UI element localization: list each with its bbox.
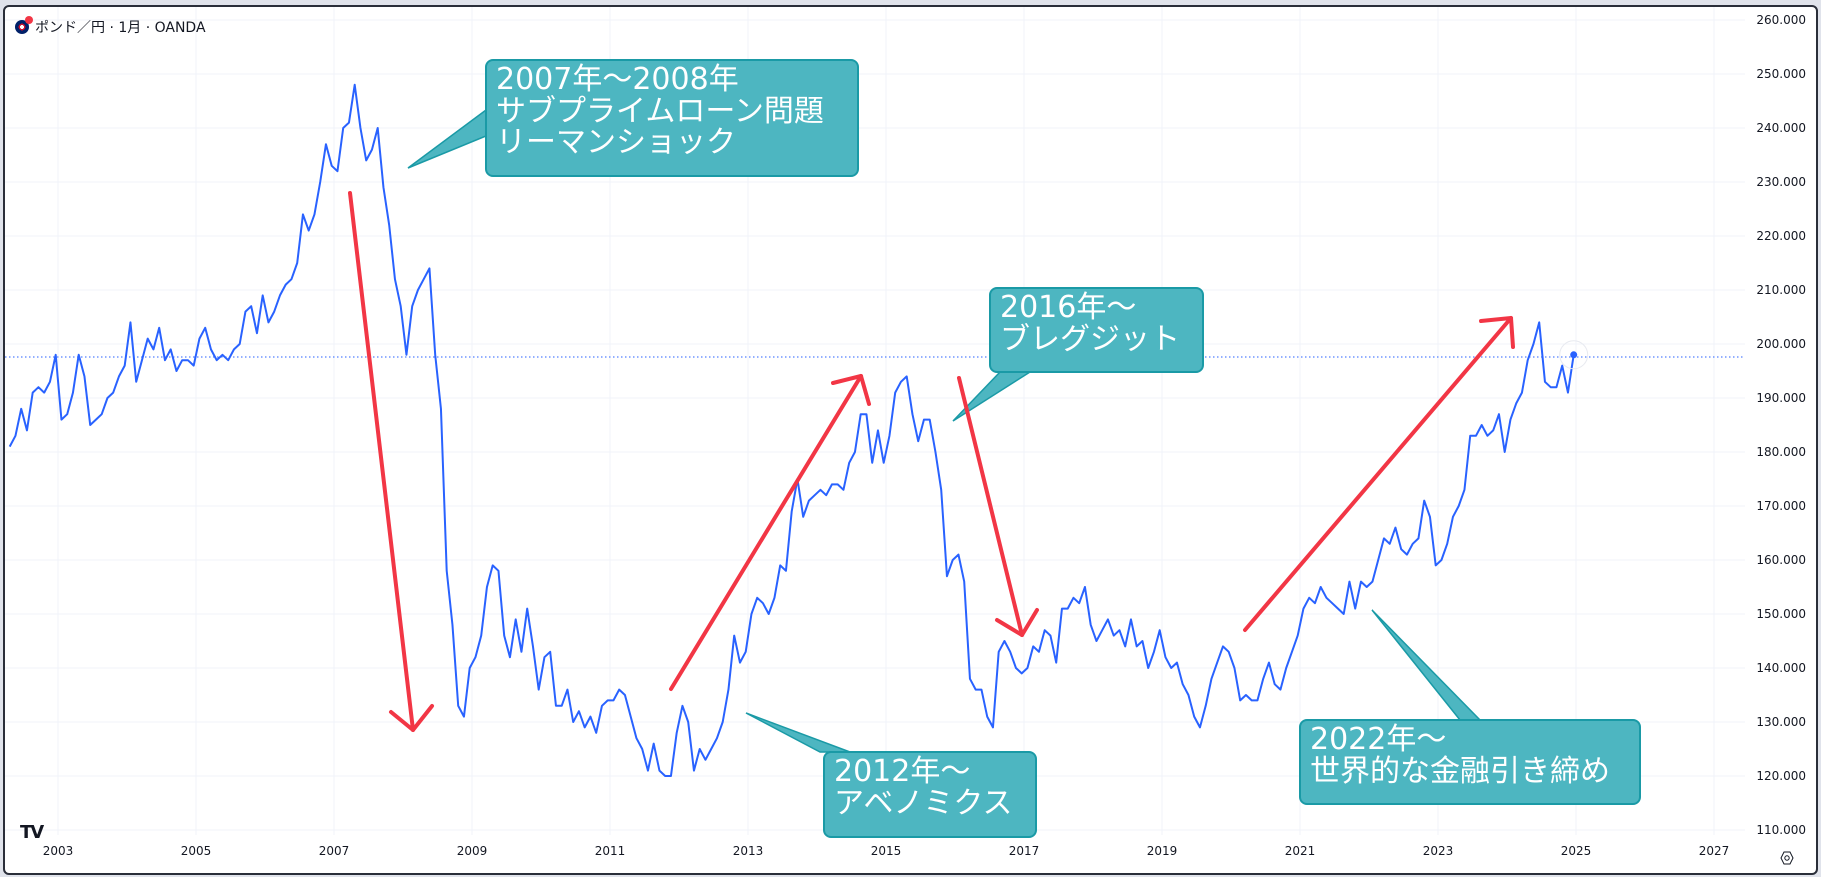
time-tick-label: 2025 <box>1560 844 1592 858</box>
price-tick-label: 210.000 <box>1756 283 1806 297</box>
chart-frame: ポンド／円 · 1月 · OANDA 260.000 250.000 240.000… <box>3 5 1818 875</box>
arrow-head-icon <box>389 704 434 732</box>
price-tick-label: 200.000 <box>1756 337 1806 351</box>
time-tick-label: 2021 <box>1284 844 1316 858</box>
callout-tail <box>1371 609 1482 721</box>
price-tick-label: 240.000 <box>1756 121 1806 135</box>
callout-2[interactable] <box>952 287 1204 422</box>
price-tick-label: 180.000 <box>1756 445 1806 459</box>
price-tick-label: 110.000 <box>1756 823 1806 837</box>
callout-text: 2007年〜2008年 サブプライムローン問題 リーマンショック <box>496 62 824 160</box>
price-tick-label: 160.000 <box>1756 553 1806 567</box>
trend-arrow-4 <box>1243 316 1513 632</box>
time-tick-label: 2011 <box>594 844 626 858</box>
callout-1[interactable] <box>407 59 859 177</box>
callout-3[interactable] <box>745 712 1037 838</box>
tradingview-logo-icon[interactable]: TV <box>20 822 44 843</box>
price-tick-label: 150.000 <box>1756 607 1806 621</box>
callout-box <box>989 287 1204 373</box>
callout-tail <box>745 712 851 753</box>
price-tick-label: 250.000 <box>1756 67 1806 81</box>
price-tick-label: 130.000 <box>1756 715 1806 729</box>
settings-icon[interactable] <box>1780 851 1794 865</box>
callout-4[interactable] <box>1299 609 1641 805</box>
time-tick-label: 2019 <box>1146 844 1178 858</box>
price-tick-label: 190.000 <box>1756 391 1806 405</box>
time-tick-label: 2017 <box>1008 844 1040 858</box>
callout-box <box>485 59 859 177</box>
price-tick-label: 170.000 <box>1756 499 1806 513</box>
callout-tail <box>407 108 487 169</box>
symbol-header[interactable]: ポンド／円 · 1月 · OANDA <box>15 16 206 37</box>
time-tick-label: 2013 <box>732 844 764 858</box>
price-tick-label: 220.000 <box>1756 229 1806 243</box>
time-tick-label: 2005 <box>180 844 212 858</box>
arrow-head-icon <box>1479 316 1515 349</box>
callout-text: 2016年〜 ブレグジット <box>1000 290 1180 357</box>
price-tick-label: 230.000 <box>1756 175 1806 189</box>
time-tick-label: 2015 <box>870 844 902 858</box>
chart-canvas[interactable] <box>5 7 1816 873</box>
price-tick-label: 260.000 <box>1756 13 1806 27</box>
callout-box <box>1299 719 1641 805</box>
arrow-head-icon <box>831 374 871 406</box>
callout-text: 2012年〜 アベノミクス <box>834 754 1013 821</box>
price-line <box>8 83 1575 777</box>
callout-text: 2022年〜 世界的な金融引き締め <box>1310 722 1610 789</box>
time-tick-label: 2009 <box>456 844 488 858</box>
trend-arrow-3 <box>957 376 1024 637</box>
symbol-title: ポンド／円 · 1月 · OANDA <box>35 20 206 36</box>
price-tick-label: 120.000 <box>1756 769 1806 783</box>
gbp-jpy-flag-icon <box>15 16 33 34</box>
time-tick-label: 2023 <box>1422 844 1454 858</box>
arrow-head-icon <box>995 608 1039 637</box>
time-tick-label: 2003 <box>42 844 74 858</box>
trend-arrow-1 <box>348 191 415 732</box>
price-tick-label: 140.000 <box>1756 661 1806 675</box>
last-price-dot <box>1570 351 1578 359</box>
trend-arrow-2 <box>669 374 863 691</box>
time-tick-label: 2027 <box>1698 844 1730 858</box>
last-price-halo <box>1559 340 1589 370</box>
callout-box <box>823 751 1037 838</box>
time-tick-label: 2007 <box>318 844 350 858</box>
